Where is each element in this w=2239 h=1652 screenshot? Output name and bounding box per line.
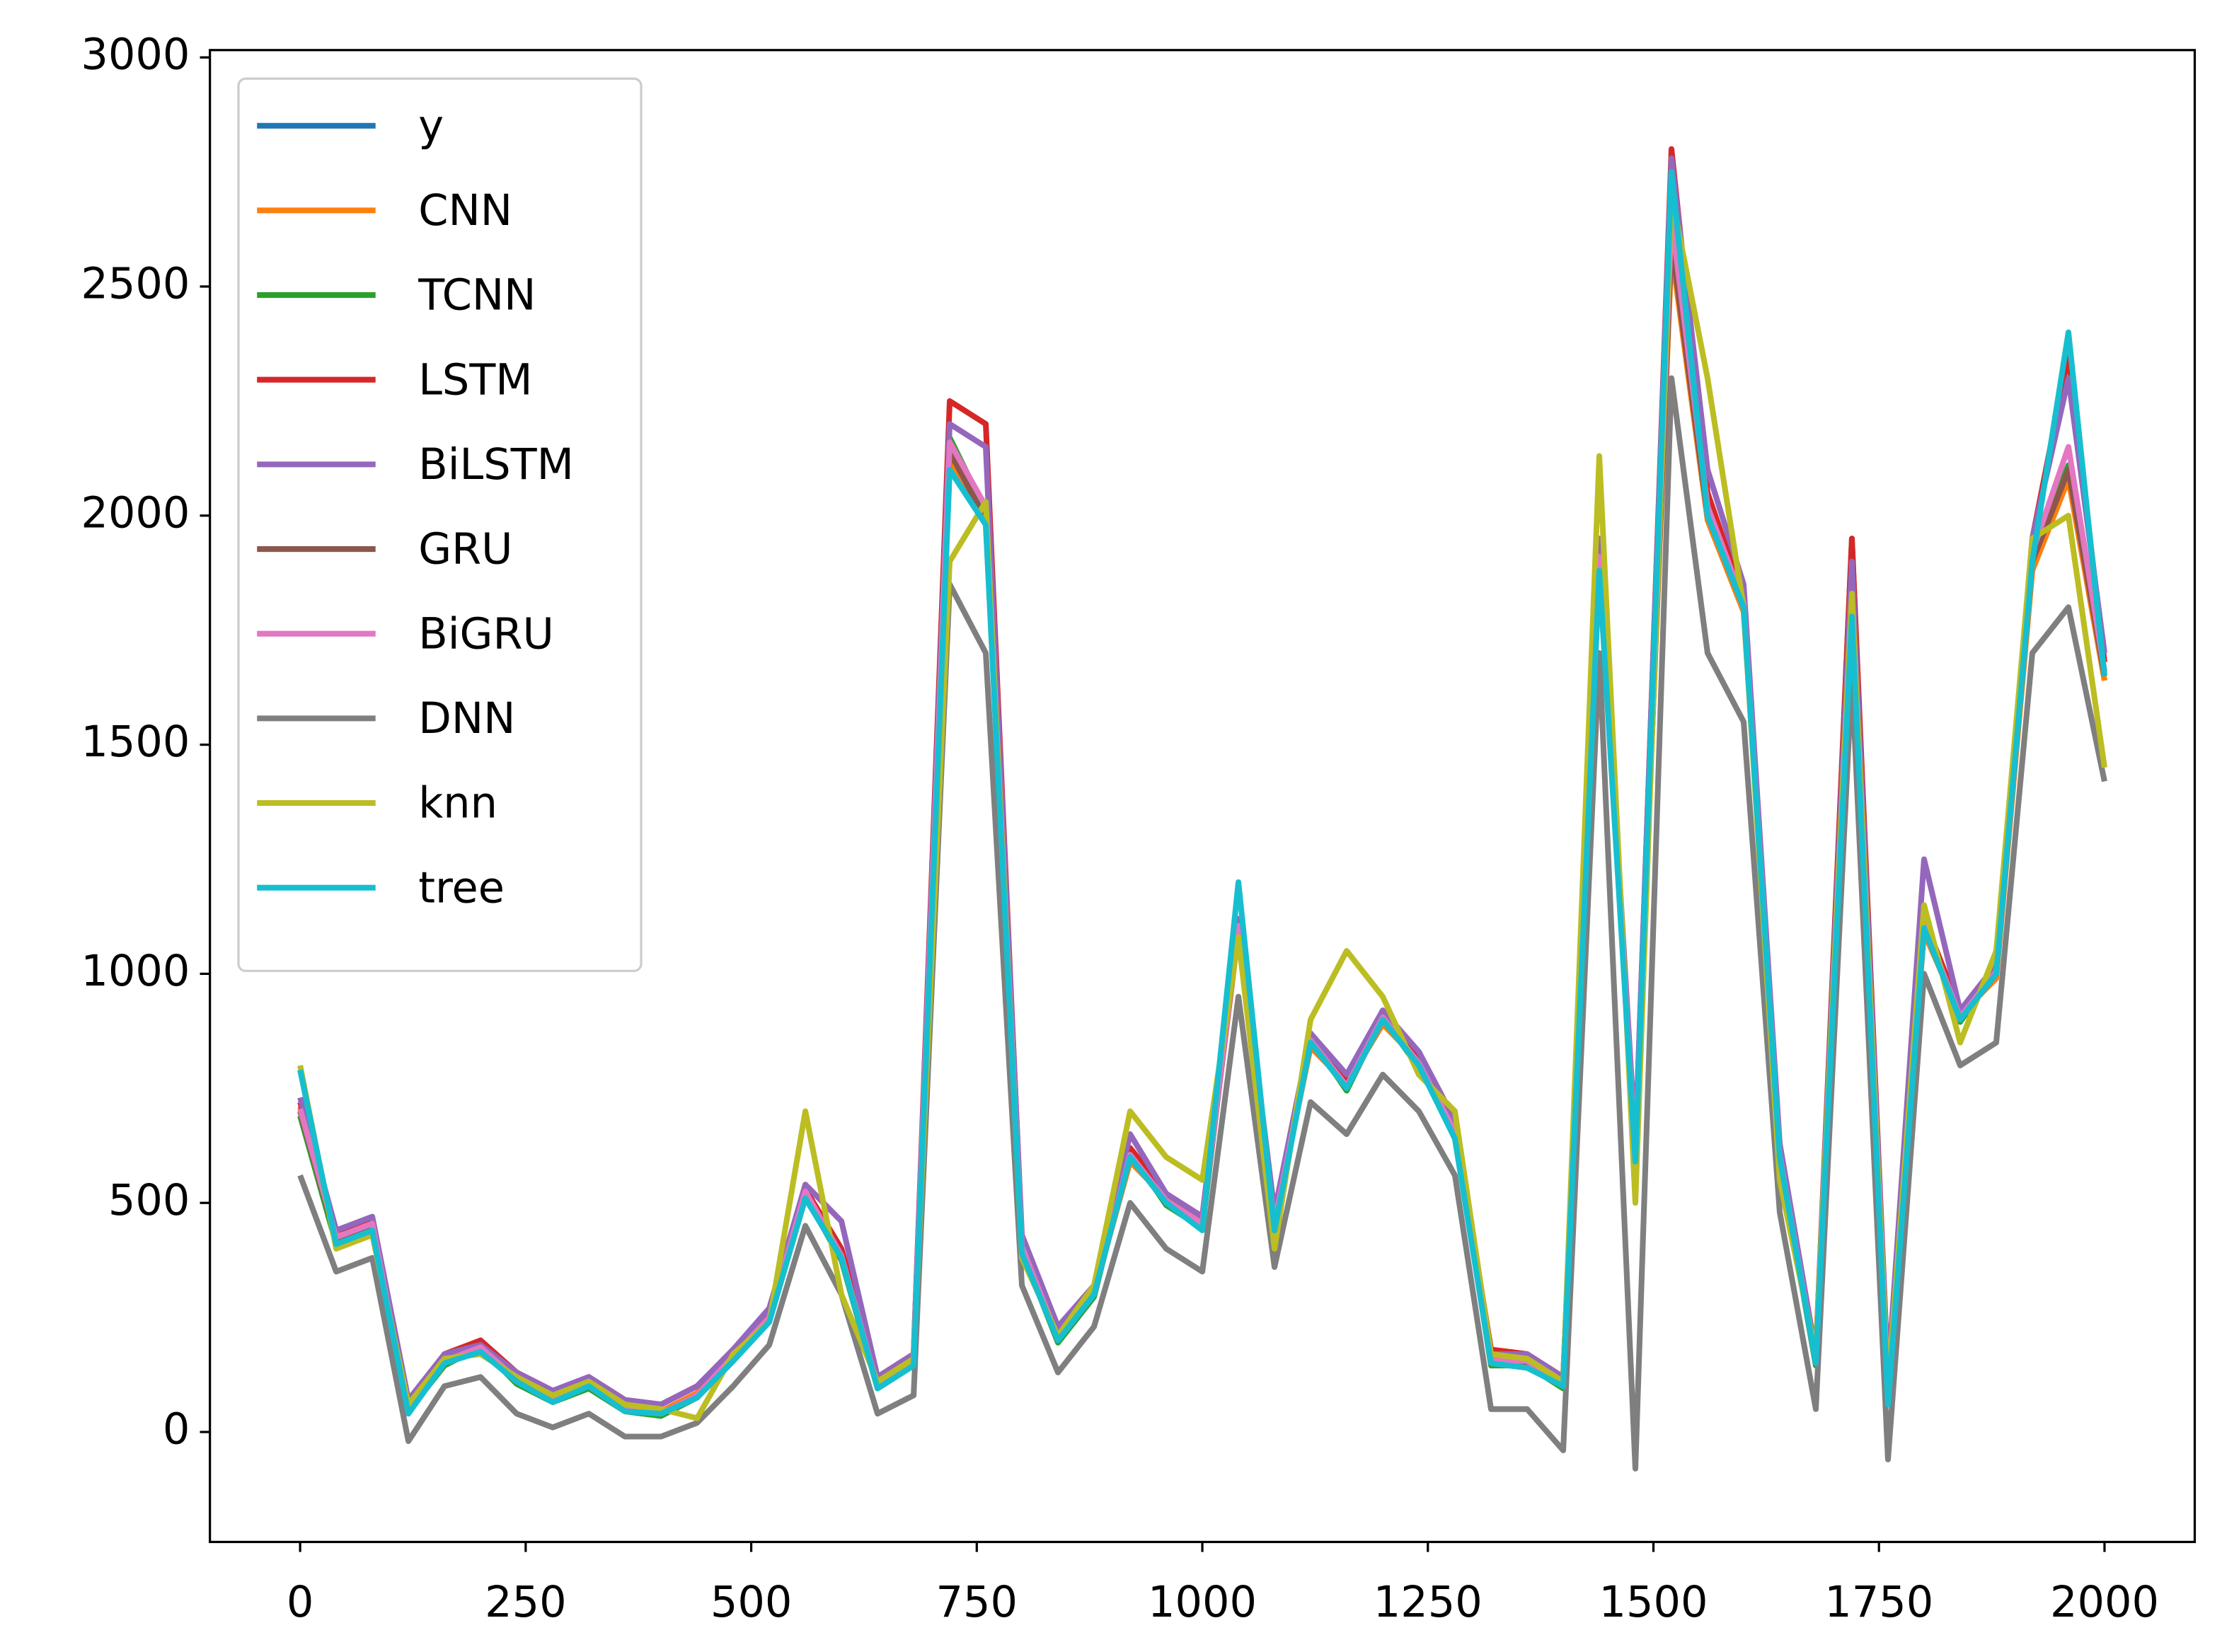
legend-label: TCNN xyxy=(418,271,536,320)
legend-label: tree xyxy=(418,863,505,913)
legend-label: BiGRU xyxy=(418,609,554,659)
y-tick-label: 500 xyxy=(108,1176,190,1225)
y-tick-label: 2500 xyxy=(81,260,190,309)
x-tick-label: 1750 xyxy=(1824,1578,1933,1627)
x-tick-label: 1500 xyxy=(1599,1578,1708,1627)
x-tick-label: 2000 xyxy=(2050,1578,2159,1627)
series-line xyxy=(297,169,2107,1417)
legend-label: GRU xyxy=(418,525,512,574)
x-tick-label: 500 xyxy=(710,1578,793,1627)
legend-label: knn xyxy=(418,779,497,828)
x-tick-label: 1250 xyxy=(1374,1578,1483,1627)
legend-label: BiLSTM xyxy=(418,440,574,490)
y-tick-label: 1000 xyxy=(81,947,190,996)
legend-label: DNN xyxy=(418,694,515,744)
y-tick-label: 0 xyxy=(163,1405,190,1455)
legend-label: LSTM xyxy=(418,355,532,405)
y-tick-label: 1500 xyxy=(81,717,190,767)
plot-area xyxy=(297,146,2107,1472)
legend-box xyxy=(237,77,643,972)
x-tick-label: 1000 xyxy=(1148,1578,1257,1627)
y-tick-label: 2000 xyxy=(81,488,190,538)
legend-label: CNN xyxy=(418,186,512,236)
x-tick-label: 0 xyxy=(287,1578,314,1627)
series-line xyxy=(297,375,2107,1472)
y-tick-label: 3000 xyxy=(81,30,190,80)
legend-label: y xyxy=(418,101,444,151)
x-tick-label: 250 xyxy=(485,1578,567,1627)
x-tick-label: 750 xyxy=(936,1578,1018,1627)
